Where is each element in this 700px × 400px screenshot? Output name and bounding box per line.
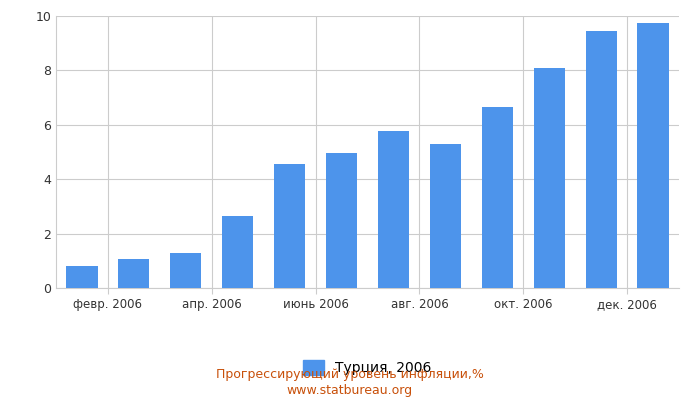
Bar (378, 131, 409, 288)
Bar (430, 144, 461, 288)
Bar (533, 68, 565, 288)
Text: www.statbureau.org: www.statbureau.org (287, 384, 413, 397)
Bar (482, 107, 513, 288)
Bar (638, 23, 668, 288)
Bar (222, 216, 253, 288)
Bar (118, 259, 150, 288)
Bar (585, 31, 617, 288)
Text: Прогрессирующий уровень инфляции,%: Прогрессирующий уровень инфляции,% (216, 368, 484, 381)
Bar (326, 153, 357, 288)
Legend: Турция, 2006: Турция, 2006 (298, 355, 438, 381)
Bar (66, 266, 97, 288)
Bar (274, 164, 305, 288)
Bar (170, 253, 202, 288)
